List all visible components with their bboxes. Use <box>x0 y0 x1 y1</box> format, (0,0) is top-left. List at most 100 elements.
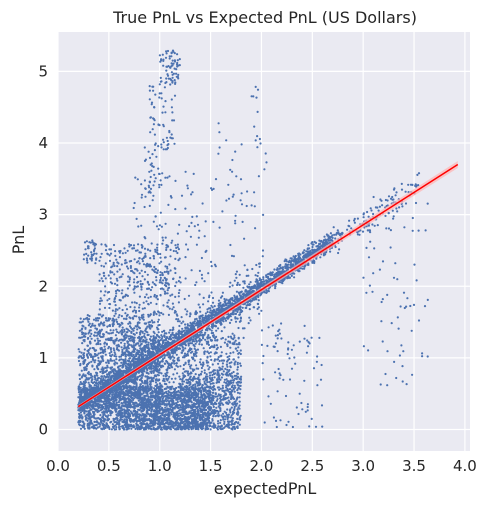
data-point <box>136 336 140 339</box>
data-point <box>102 422 105 425</box>
data-point <box>196 393 199 396</box>
data-point <box>102 417 105 420</box>
data-point <box>119 330 122 333</box>
data-point <box>116 419 119 422</box>
data-point <box>158 314 161 317</box>
data-point <box>214 325 217 328</box>
data-point <box>207 300 210 303</box>
data-point <box>101 366 104 369</box>
data-point <box>107 408 110 411</box>
data-point <box>113 363 116 366</box>
data-point <box>181 327 184 330</box>
data-point <box>113 351 116 354</box>
data-point <box>109 337 112 340</box>
data-point <box>108 323 111 327</box>
data-point <box>243 282 246 285</box>
data-point <box>88 414 91 417</box>
data-point <box>236 317 239 320</box>
data-point <box>79 336 82 339</box>
data-point <box>137 321 140 324</box>
data-point <box>92 318 96 321</box>
data-point <box>90 380 93 384</box>
data-point <box>241 306 244 309</box>
data-point <box>160 412 163 415</box>
data-point <box>132 329 135 332</box>
data-point <box>123 330 126 333</box>
data-point <box>93 381 96 384</box>
data-point <box>235 290 238 293</box>
data-point <box>198 306 201 309</box>
data-point <box>273 268 276 271</box>
data-point <box>258 262 261 265</box>
data-point <box>120 341 123 344</box>
data-point <box>109 399 112 402</box>
data-point <box>91 364 94 367</box>
data-point <box>120 361 123 364</box>
data-point <box>190 425 193 428</box>
data-point <box>102 335 105 338</box>
data-point <box>131 376 134 379</box>
data-point <box>132 414 135 417</box>
data-point <box>176 398 179 401</box>
data-point <box>77 385 81 388</box>
data-point <box>143 350 147 353</box>
data-point <box>78 329 81 332</box>
data-point <box>97 339 100 342</box>
data-point <box>107 418 111 421</box>
data-point <box>95 372 99 375</box>
data-point <box>172 403 176 406</box>
data-point <box>257 299 260 302</box>
data-point <box>98 360 101 363</box>
data-point <box>87 318 91 321</box>
data-point <box>165 404 168 407</box>
data-point <box>96 331 99 334</box>
data-point <box>117 366 120 369</box>
data-point <box>132 425 135 428</box>
data-point <box>127 411 130 414</box>
data-point <box>115 394 118 397</box>
data-point <box>111 374 114 377</box>
data-point <box>161 330 164 333</box>
data-point <box>206 308 209 311</box>
data-point <box>123 418 126 421</box>
data-point <box>134 412 138 415</box>
data-point <box>114 334 117 337</box>
data-point <box>85 365 88 368</box>
data-point <box>158 361 161 364</box>
data-point <box>172 328 175 331</box>
data-point <box>194 337 197 340</box>
data-point <box>221 295 224 298</box>
data-point <box>238 320 241 323</box>
data-point <box>93 352 96 356</box>
data-point <box>168 411 171 414</box>
data-point <box>125 334 128 337</box>
data-point <box>77 421 80 424</box>
data-point <box>116 404 120 407</box>
data-point <box>79 381 82 384</box>
data-point <box>115 355 118 358</box>
data-point <box>78 377 81 381</box>
data-point <box>115 328 118 331</box>
data-point <box>131 328 134 331</box>
data-point <box>111 324 114 328</box>
data-point <box>80 388 83 391</box>
data-point <box>109 421 112 424</box>
data-point <box>113 393 116 396</box>
data-point <box>95 365 99 368</box>
data-point <box>206 310 209 314</box>
data-point <box>195 317 198 320</box>
data-point <box>79 390 82 393</box>
data-point <box>87 417 90 420</box>
data-point <box>198 293 201 296</box>
data-point <box>83 348 86 351</box>
data-point <box>78 350 81 353</box>
data-point <box>113 349 116 352</box>
data-point <box>150 410 153 413</box>
data-point <box>210 332 213 335</box>
data-point <box>111 393 114 396</box>
data-point <box>82 356 85 359</box>
data-point <box>224 319 228 322</box>
data-point <box>112 317 115 320</box>
data-point <box>106 325 109 328</box>
data-point <box>120 338 123 341</box>
